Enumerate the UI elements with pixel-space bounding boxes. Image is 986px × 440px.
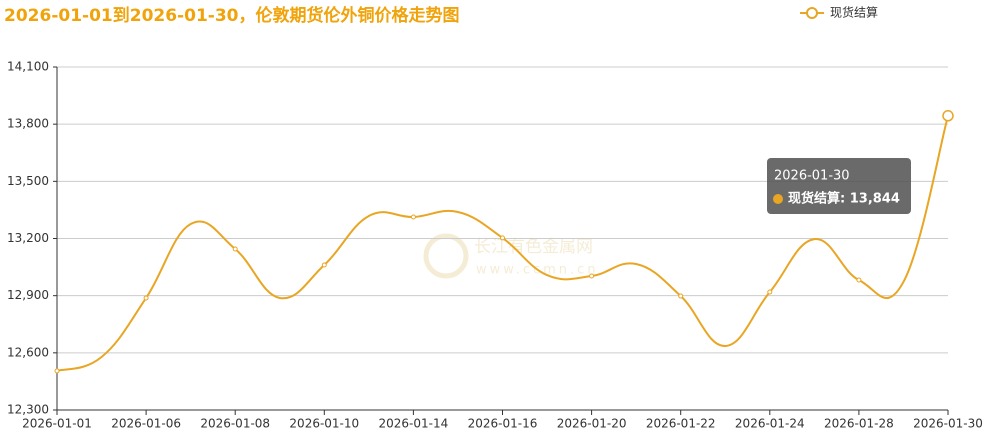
point bbox=[410, 214, 416, 220]
point bbox=[678, 293, 684, 299]
watermark: 长江有色金属网 www.ccmn.cn bbox=[423, 233, 599, 279]
point bbox=[321, 262, 327, 268]
x-tick-label: 2026-01-08 bbox=[200, 417, 270, 431]
y-tick-label: 13,500 bbox=[7, 174, 49, 188]
legend-icon bbox=[806, 7, 818, 19]
legend-label: 现货结算 bbox=[830, 5, 878, 20]
x-tick-label: 2026-01-28 bbox=[824, 417, 894, 431]
point bbox=[500, 235, 505, 241]
y-tick-label: 12,900 bbox=[7, 288, 49, 302]
point bbox=[589, 273, 595, 279]
tooltip: 2026-01-30 现货结算: 13,844 bbox=[767, 158, 911, 214]
point bbox=[767, 289, 773, 295]
x-tick-label: 2026-01-20 bbox=[557, 417, 627, 431]
watermark-logo bbox=[423, 233, 469, 279]
y-tick-label: 13,800 bbox=[7, 117, 49, 131]
point bbox=[232, 246, 238, 252]
x-tick-label: 2026-01-01 bbox=[22, 417, 92, 431]
tooltip-title: 2026-01-30 bbox=[774, 169, 850, 184]
x-tick-label: 2026-01-30 bbox=[913, 417, 983, 431]
point bbox=[143, 295, 149, 301]
x-tick-label: 2026-01-10 bbox=[289, 417, 359, 431]
watermark-url: www.ccmn.cn bbox=[476, 263, 599, 278]
y-tick-label: 13,200 bbox=[7, 231, 49, 245]
y-tick-label: 12,300 bbox=[7, 403, 49, 417]
point bbox=[942, 110, 954, 122]
y-tick-label: 12,600 bbox=[7, 345, 49, 359]
x-tick-label: 2026-01-16 bbox=[468, 417, 538, 431]
x-tick-label: 2026-01-06 bbox=[111, 417, 181, 431]
tooltip-dot bbox=[773, 194, 783, 204]
y-tick-label: 14,100 bbox=[7, 60, 49, 74]
tooltip-box bbox=[767, 158, 911, 214]
point bbox=[856, 277, 862, 283]
tooltip-text: 现货结算: 13,844 bbox=[788, 191, 900, 207]
x-tick-label: 2026-01-22 bbox=[646, 417, 716, 431]
x-tick-label: 2026-01-24 bbox=[735, 417, 805, 431]
chart-title: 2026-01-01到2026-01-30，伦敦期货伦外铜价格走势图 bbox=[4, 5, 459, 26]
x-tick-label: 2026-01-14 bbox=[379, 417, 449, 431]
line bbox=[56, 115, 949, 372]
watermark-name: 长江有色金属网 bbox=[474, 237, 593, 257]
point bbox=[54, 368, 60, 374]
